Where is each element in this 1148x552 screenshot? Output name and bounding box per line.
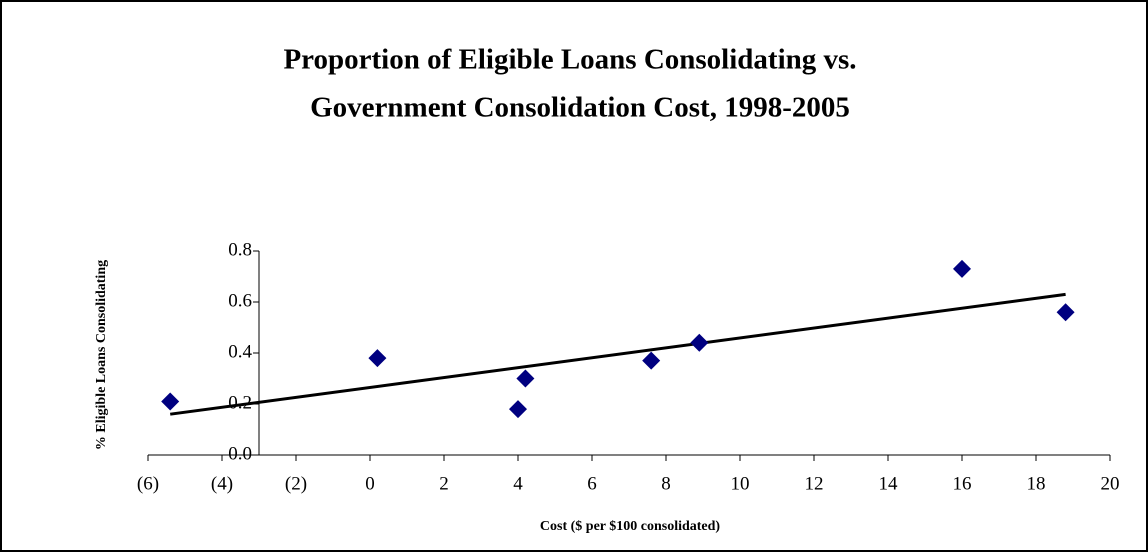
x-tick-label: 8 [661,473,671,494]
x-tick-label: (4) [211,473,233,494]
data-point [1056,303,1075,322]
data-point [161,392,180,411]
data-point [368,349,387,368]
x-tick-label: (2) [285,473,307,494]
x-tick-label: 12 [805,473,824,494]
x-tick-label: 16 [953,473,972,494]
data-point [690,333,709,352]
x-tick-label: 6 [587,473,597,494]
y-tick-label: 0.2 [228,392,252,413]
x-tick-label: 2 [439,473,449,494]
y-tick-label: 0.8 [228,239,252,260]
x-tick-label: 4 [513,473,523,494]
chart-title: Government Consolidation Cost, 1998-2005 [310,92,850,124]
x-axis-title: Cost ($ per $100 consolidated) [540,519,721,534]
data-point [953,259,971,278]
x-tick-label: 14 [879,473,899,494]
x-tick-label: 10 [731,473,750,494]
x-tick-label: 18 [1027,473,1046,494]
data-point [642,351,661,370]
x-tick-label: 0 [365,473,375,494]
chart-title: Proportion of Eligible Loans Consolidati… [283,44,856,76]
y-axis-title: % Eligible Loans Consolidating [94,260,109,450]
x-tick-label: 20 [1101,473,1120,494]
x-tick-label: (6) [137,473,159,494]
data-point [516,369,535,388]
y-tick-label: 0.6 [228,290,252,311]
y-tick-label: 0.0 [228,443,252,464]
y-tick-label: 0.4 [228,341,252,362]
data-point [509,400,527,419]
trendline [170,292,1066,416]
